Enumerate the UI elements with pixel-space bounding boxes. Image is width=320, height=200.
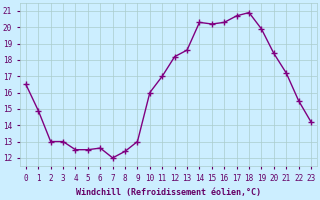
X-axis label: Windchill (Refroidissement éolien,°C): Windchill (Refroidissement éolien,°C) [76,188,261,197]
